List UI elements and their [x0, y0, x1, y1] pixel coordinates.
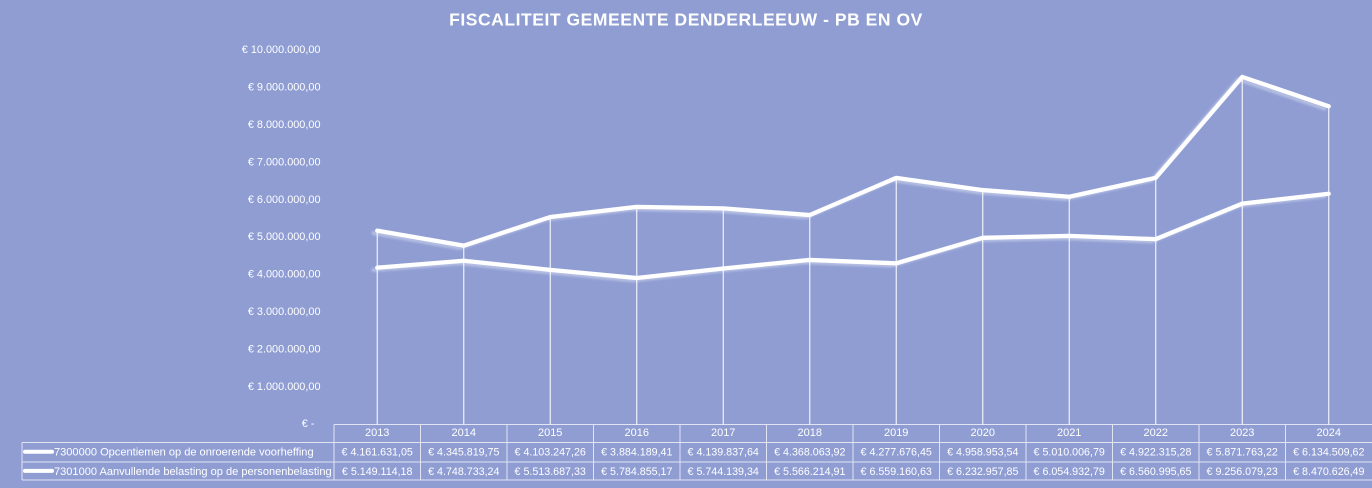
svg-text:FISCALITEIT GEMEENTE DENDERLEE: FISCALITEIT GEMEENTE DENDERLEEUW - PB EN…	[449, 10, 923, 30]
svg-text:€ 5.744.139,34: € 5.744.139,34	[688, 466, 759, 478]
svg-text:€ 10.000.000,00: € 10.000.000,00	[242, 44, 321, 56]
svg-text:€ 6.054.932,79: € 6.054.932,79	[1034, 466, 1105, 478]
svg-text:€ 4.139.837,64: € 4.139.837,64	[688, 447, 759, 459]
svg-text:2017: 2017	[711, 427, 735, 439]
svg-text:€ 5.000.000,00: € 5.000.000,00	[248, 231, 321, 243]
svg-text:€ 5.010.006,79: € 5.010.006,79	[1034, 447, 1105, 459]
svg-text:2015: 2015	[538, 427, 562, 439]
svg-text:2023: 2023	[1230, 427, 1254, 439]
svg-text:2019: 2019	[884, 427, 908, 439]
svg-text:€ 4.748.733,24: € 4.748.733,24	[428, 466, 499, 478]
svg-text:€ -: € -	[302, 418, 315, 430]
svg-text:€ 6.560.995,65: € 6.560.995,65	[1120, 466, 1191, 478]
svg-text:€ 5.513.687,33: € 5.513.687,33	[515, 466, 586, 478]
svg-text:€ 2.000.000,00: € 2.000.000,00	[248, 344, 321, 356]
svg-text:€ 4.277.676,45: € 4.277.676,45	[861, 447, 932, 459]
svg-text:2016: 2016	[625, 427, 649, 439]
svg-text:€ 4.958.953,54: € 4.958.953,54	[947, 447, 1018, 459]
svg-text:€ 1.000.000,00: € 1.000.000,00	[248, 381, 321, 393]
svg-text:€ 6.559.160,63: € 6.559.160,63	[861, 466, 932, 478]
svg-text:€ 8.470.626,49: € 8.470.626,49	[1293, 466, 1364, 478]
svg-text:2013: 2013	[365, 427, 389, 439]
svg-text:€ 6.134.509,62: € 6.134.509,62	[1293, 447, 1364, 459]
svg-text:2022: 2022	[1144, 427, 1168, 439]
svg-text:7301000 Aanvullende belasting: 7301000 Aanvullende belasting op de pers…	[54, 466, 332, 478]
svg-text:2018: 2018	[798, 427, 822, 439]
svg-text:€ 5.566.214,91: € 5.566.214,91	[774, 466, 845, 478]
svg-text:7300000 Opcentiemen op de onro: 7300000 Opcentiemen op de onroerende voo…	[54, 447, 314, 459]
svg-text:€ 4.345.819,75: € 4.345.819,75	[428, 447, 499, 459]
svg-text:€ 4.922.315,28: € 4.922.315,28	[1120, 447, 1191, 459]
svg-text:2014: 2014	[452, 427, 476, 439]
svg-text:€ 4.368.063,92: € 4.368.063,92	[774, 447, 845, 459]
svg-text:€ 9.000.000,00: € 9.000.000,00	[248, 82, 321, 94]
svg-text:€ 4.103.247,26: € 4.103.247,26	[515, 447, 586, 459]
svg-text:2021: 2021	[1057, 427, 1081, 439]
svg-text:€ 5.149.114,18: € 5.149.114,18	[342, 466, 413, 478]
svg-text:€ 7.000.000,00: € 7.000.000,00	[248, 156, 321, 168]
svg-text:€ 3.000.000,00: € 3.000.000,00	[248, 306, 321, 318]
svg-text:€ 6.232.957,85: € 6.232.957,85	[947, 466, 1018, 478]
svg-text:€ 5.871.763,22: € 5.871.763,22	[1207, 447, 1278, 459]
svg-text:€ 4.161.631,05: € 4.161.631,05	[342, 447, 413, 459]
svg-text:€ 8.000.000,00: € 8.000.000,00	[248, 119, 321, 131]
svg-text:€ 4.000.000,00: € 4.000.000,00	[248, 269, 321, 281]
svg-text:€ 5.784.855,17: € 5.784.855,17	[601, 466, 672, 478]
svg-text:€ 6.000.000,00: € 6.000.000,00	[248, 194, 321, 206]
svg-text:2024: 2024	[1317, 427, 1341, 439]
svg-text:€ 3.884.189,41: € 3.884.189,41	[601, 447, 672, 459]
svg-text:2020: 2020	[971, 427, 995, 439]
svg-text:€ 9.256.079,23: € 9.256.079,23	[1207, 466, 1278, 478]
